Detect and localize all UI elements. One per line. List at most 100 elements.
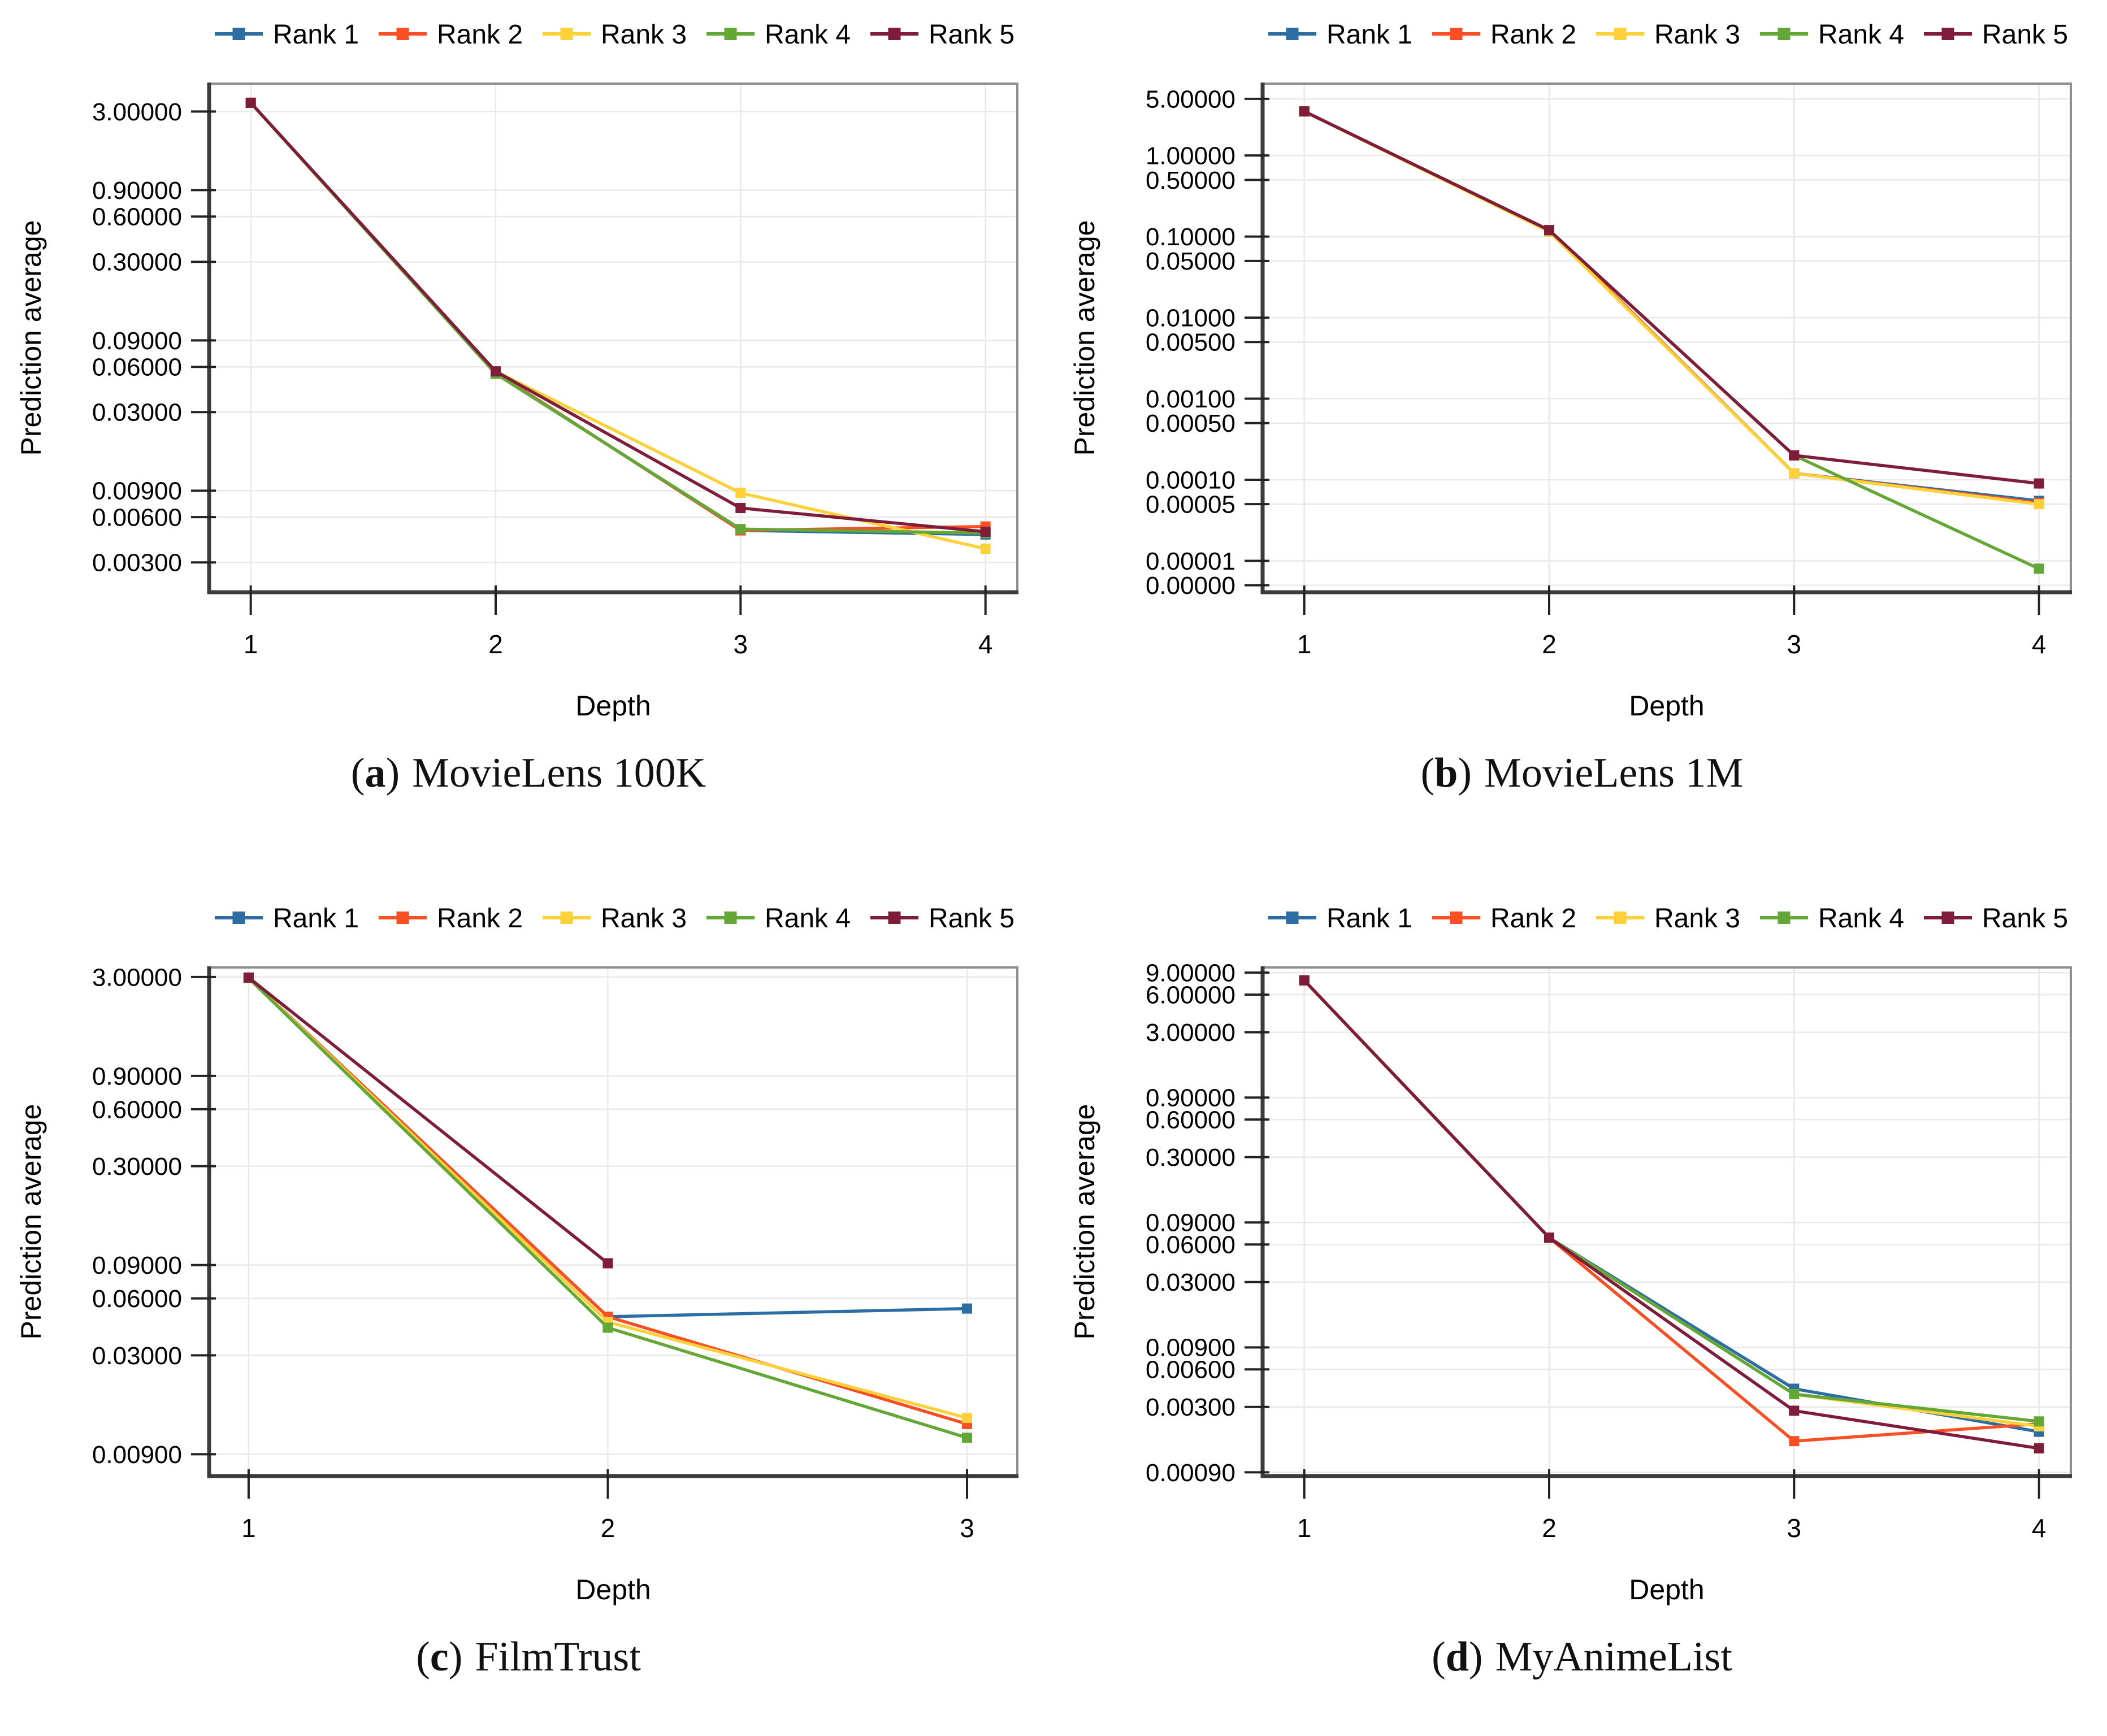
y-tick-label: 0.00000 bbox=[1146, 572, 1235, 600]
data-point-rank-5 bbox=[1789, 450, 1800, 461]
series-line-rank-5 bbox=[1302, 110, 2041, 485]
data-point-rank-5 bbox=[243, 972, 254, 983]
legend-item-rank-3: Rank 3 bbox=[1596, 20, 1740, 50]
x-tick-label: 3 bbox=[734, 630, 748, 659]
y-tick-label: 0.60000 bbox=[1146, 1106, 1235, 1134]
y-tick-label: 0.05000 bbox=[1146, 248, 1235, 275]
y-tick-label: 0.00600 bbox=[1146, 1356, 1235, 1384]
x-tick-label: 3 bbox=[960, 1513, 974, 1543]
legend-item-rank-1: Rank 1 bbox=[215, 904, 359, 934]
series-line-rank-2 bbox=[249, 101, 987, 532]
y-axis-title: Prediction average bbox=[1069, 220, 1100, 456]
caption-c-close: ) bbox=[448, 1634, 463, 1680]
data-point-rank-5 bbox=[602, 1258, 613, 1269]
x-tick-label: 1 bbox=[241, 1513, 256, 1543]
y-tick-label: 0.06000 bbox=[92, 354, 182, 381]
caption-d: (d) MyAnimeList bbox=[1087, 1633, 2076, 1681]
y-tick-label: 3.00000 bbox=[1146, 1019, 1235, 1047]
y-tick-label: 0.00005 bbox=[1146, 491, 1235, 519]
caption-c: (c) FilmTrust bbox=[34, 1633, 1023, 1681]
legend-item-rank-4: Rank 4 bbox=[706, 904, 851, 934]
caption-d-title: MyAnimeList bbox=[1495, 1634, 1732, 1680]
y-tick-label: 0.00900 bbox=[92, 1441, 182, 1469]
series-line-rank-4 bbox=[1302, 979, 2041, 1423]
y-tick-label: 0.06000 bbox=[92, 1285, 182, 1313]
caption-a: (a) MovieLens 100K bbox=[34, 749, 1023, 797]
data-point-rank-5 bbox=[245, 97, 256, 108]
caption-b: (b) MovieLens 1M bbox=[1087, 749, 2076, 797]
x-axis-title: Depth bbox=[575, 1574, 651, 1605]
y-tick-label: 0.60000 bbox=[92, 203, 182, 231]
data-point-rank-5 bbox=[2034, 478, 2044, 489]
legend-marker-icon bbox=[1450, 912, 1463, 924]
y-tick-label: 0.09000 bbox=[92, 327, 182, 355]
legend-item-rank-2: Rank 2 bbox=[379, 904, 523, 934]
y-tick-label: 0.06000 bbox=[1146, 1231, 1235, 1259]
legend-label: Rank 4 bbox=[765, 904, 851, 934]
legend-marker-icon bbox=[1941, 912, 1954, 924]
legend-marker-icon bbox=[232, 28, 245, 40]
series-line-rank-5 bbox=[1302, 979, 2041, 1450]
legend-marker-icon bbox=[1286, 912, 1299, 924]
caption-d-close: ) bbox=[1468, 1634, 1483, 1680]
x-tick-label: 2 bbox=[1542, 630, 1557, 659]
y-tick-label: 3.00000 bbox=[92, 98, 182, 126]
legend-label: Rank 3 bbox=[601, 20, 687, 50]
y-tick-label: 0.00050 bbox=[1146, 410, 1235, 437]
legend-item-rank-2: Rank 2 bbox=[1432, 904, 1576, 934]
data-point-rank-3 bbox=[980, 544, 991, 554]
caption-c-title: FilmTrust bbox=[475, 1634, 641, 1680]
legend-marker-icon bbox=[396, 912, 409, 924]
y-tick-label: 0.30000 bbox=[92, 1153, 182, 1181]
legend-marker-icon bbox=[560, 28, 573, 40]
caption-b-open: ( bbox=[1420, 750, 1435, 796]
legend-item-rank-4: Rank 4 bbox=[706, 20, 851, 50]
y-axis-title: Prediction average bbox=[15, 1104, 47, 1340]
legend-item-rank-1: Rank 1 bbox=[215, 20, 359, 50]
legend-label: Rank 4 bbox=[765, 20, 851, 50]
series-line-rank-2 bbox=[1302, 110, 2041, 505]
legend-item-rank-1: Rank 1 bbox=[1268, 20, 1412, 50]
data-point-rank-5 bbox=[735, 503, 746, 514]
legend-label: Rank 1 bbox=[1326, 20, 1412, 50]
x-tick-label: 4 bbox=[2032, 1513, 2047, 1543]
legend-label: Rank 5 bbox=[929, 20, 1015, 50]
data-point-rank-4 bbox=[2034, 563, 2044, 574]
legend-marker-icon bbox=[1941, 28, 1954, 40]
x-tick-label: 1 bbox=[244, 630, 258, 659]
caption-a-title: MovieLens 100K bbox=[412, 750, 706, 796]
y-tick-label: 0.00001 bbox=[1146, 548, 1235, 575]
legend-marker-icon bbox=[888, 912, 901, 924]
caption-a-close: ) bbox=[385, 750, 400, 796]
y-tick-label: 3.00000 bbox=[92, 964, 182, 991]
data-point-rank-2 bbox=[1789, 1436, 1800, 1447]
caption-d-letter: d bbox=[1445, 1634, 1469, 1680]
legend-item-rank-2: Rank 2 bbox=[379, 20, 523, 50]
data-point-rank-4 bbox=[1789, 1389, 1800, 1400]
legend-label: Rank 3 bbox=[1654, 20, 1740, 50]
y-tick-label: 0.09000 bbox=[92, 1252, 182, 1279]
data-point-rank-3 bbox=[962, 1413, 973, 1423]
legend-label: Rank 5 bbox=[1982, 20, 2068, 50]
legend-label: Rank 2 bbox=[1490, 904, 1576, 934]
legend-item-rank-4: Rank 4 bbox=[1760, 904, 1904, 934]
caption-a-open: ( bbox=[350, 750, 365, 796]
legend-label: Rank 5 bbox=[1982, 904, 2068, 934]
caption-b-close: ) bbox=[1458, 750, 1472, 796]
y-axis-title: Prediction average bbox=[15, 220, 47, 456]
legend-marker-icon bbox=[724, 28, 737, 40]
legend-item-rank-3: Rank 3 bbox=[1596, 904, 1740, 934]
y-tick-label: 0.50000 bbox=[1146, 167, 1235, 194]
x-tick-label: 4 bbox=[978, 630, 993, 659]
y-tick-label: 0.60000 bbox=[92, 1096, 182, 1123]
legend-label: Rank 2 bbox=[437, 904, 523, 934]
legend-marker-icon bbox=[1777, 912, 1790, 924]
panel-filmtrust: 3.00000 0.90000 0.60000 0.30000 0.09000 0.060… bbox=[0, 888, 1054, 1736]
data-point-rank-4 bbox=[2034, 1416, 2044, 1427]
data-point-rank-4 bbox=[962, 1433, 973, 1443]
y-tick-label: 0.30000 bbox=[1146, 1144, 1235, 1171]
legend-marker-icon bbox=[232, 912, 245, 924]
legend-item-rank-4: Rank 4 bbox=[1760, 20, 1904, 50]
panel-myanimelist: 9.00000 6.00000 3.00000 0.90000 0.60000 0.300… bbox=[1054, 888, 2107, 1736]
